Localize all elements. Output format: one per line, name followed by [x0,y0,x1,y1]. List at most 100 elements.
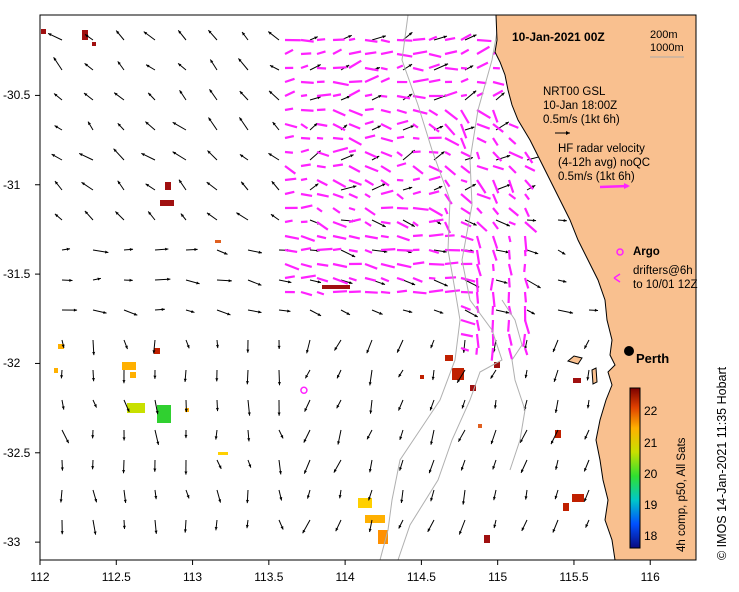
gsl-arrowhead [554,409,558,413]
gsl-arrowhead [239,117,243,121]
gsl-arrowhead [382,35,386,39]
hf-radar-arrow [348,59,362,69]
hf-radar-arrow [300,247,312,252]
hf-radar-arrow [428,109,439,117]
hf-radar-arrow [396,151,403,157]
hf-radar-arrow [380,220,391,225]
gsl-arrowhead [61,406,65,410]
gsl-arrowhead [224,251,228,255]
sst-patch [218,452,228,455]
hf-legend-line-2: (4-12h avg) noQC [558,157,651,169]
hf-radar-arrow [476,192,491,200]
gsl-arrowhead [129,278,133,282]
x-tick-label: 114.5 [406,570,436,584]
gsl-arrowhead [305,374,309,379]
hf-radar-arrow [508,165,517,174]
hf-radar-arrow [300,163,311,168]
gsl-arrowhead [397,349,400,353]
gsl-arrowhead [248,464,252,468]
gsl-arrow-field [47,29,599,535]
gsl-arrowhead [79,153,83,157]
hf-radar-arrow [364,262,378,270]
hf-radar-arrow [316,66,327,70]
hf-radar-arrow [491,235,499,249]
sst-patch [54,368,58,373]
sst-patch [494,362,500,368]
x-tick-label: 116 [640,570,660,584]
gsl-arrowhead [506,155,511,158]
hf-radar-arrow [348,137,362,146]
gsl-arrowhead [269,90,273,95]
gsl-arrowhead [348,35,352,38]
hf-radar-arrow [348,206,356,211]
hf-radar-arrow [316,136,324,140]
gsl-arrowhead [521,469,524,473]
hf-radar-arrow [364,234,379,240]
hf-radar-arrow [332,220,347,229]
hf-radar-arrow [444,90,458,98]
hf-radar-arrow [460,77,469,84]
gsl-arrowhead [238,58,242,62]
gsl-arrowhead [314,183,319,187]
gsl-arrowhead [472,90,477,94]
hf-radar-arrow [524,165,536,172]
hf-radar-arrow [380,206,394,210]
sst-patch [478,424,482,428]
hf-radar-arrow [284,165,297,175]
hf-radar-arrow [364,93,373,98]
gsl-arrowhead [287,309,291,313]
hf-radar-arrow [444,289,461,294]
gsl-arrowhead [459,531,462,535]
gsl-arrowhead [179,90,183,94]
hf-radar-arrow [396,248,413,252]
gsl-arrowhead [314,123,318,127]
gsl-arrowhead [368,496,371,501]
hf-radar-arrow [332,262,348,269]
gsl-arrowhead [156,441,160,445]
gsl-arrowhead [184,471,188,475]
sst-colorbar [629,387,641,549]
gsl-arrowhead [48,33,52,37]
gsl-arrowhead [304,470,307,474]
gsl-arrowhead [133,312,138,316]
hf-radar-arrow [412,66,424,72]
gsl-arrowhead [382,183,386,187]
gsl-arrowhead [178,30,182,34]
gsl-arrowhead [115,211,119,215]
hf-radar-arrow [284,262,300,271]
hf-radar-arrow [524,193,530,201]
gsl-arrowhead [472,34,477,38]
hf-radar-arrow [460,66,468,70]
gsl-arrowhead [551,440,554,445]
hf-radar-arrow [396,119,409,126]
gsl-arrowhead [208,30,212,34]
gsl-arrowhead [524,374,528,379]
hf-radar-arrow [380,136,394,143]
gsl-arrowhead [552,529,556,533]
gsl-arrowhead [279,497,283,501]
hf-radar-arrow [492,137,499,147]
hf-radar-arrow [476,109,491,119]
hf-radar-arrow [444,66,459,71]
gsl-arrowhead [183,529,187,533]
hf-radar-arrow [508,150,524,160]
colorbar-tick: 22 [644,404,658,418]
hf-radar-arrow [284,234,300,240]
contour-label-200m: 200m [650,29,678,41]
hf-radar-arrow [300,38,314,43]
hf-radar-arrow [524,221,538,234]
gsl-arrowhead [317,313,322,316]
sst-patch [365,515,385,523]
gsl-arrowhead [180,213,184,218]
hf-radar-arrow [444,234,455,238]
gsl-arrowhead [462,501,465,505]
sst-patch [572,494,584,502]
gsl-arrowhead [410,125,415,129]
sst-patch [157,405,171,423]
hf-radar-arrow [412,261,425,266]
gsl-arrowhead [278,471,282,475]
sst-patch [154,348,160,354]
hf-radar-arrow [412,50,428,56]
gsl-arrowhead [532,218,537,222]
gsl-arrowhead [60,467,64,471]
